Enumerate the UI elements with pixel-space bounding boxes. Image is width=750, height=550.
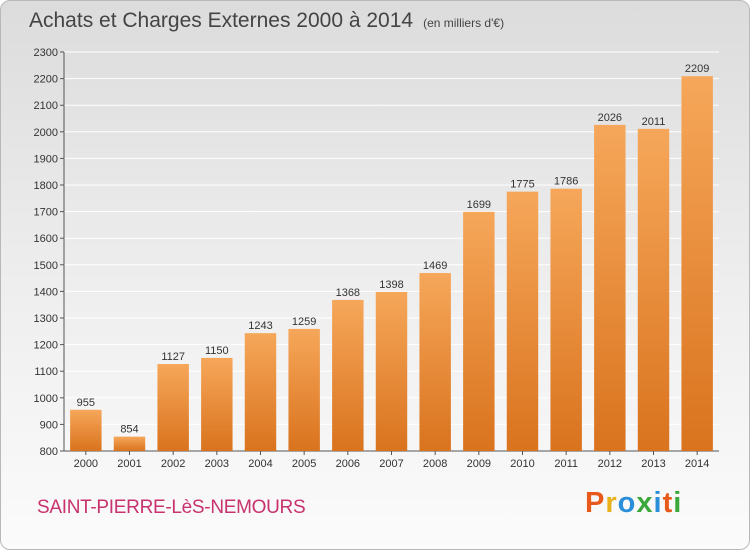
y-tick-label: 1600 bbox=[34, 233, 58, 245]
x-tick-label: 2008 bbox=[423, 458, 447, 470]
bar-value-label: 1259 bbox=[292, 316, 316, 328]
x-tick-label: 2009 bbox=[467, 458, 491, 470]
bar bbox=[332, 299, 364, 451]
x-tick-label: 2011 bbox=[554, 458, 578, 470]
bar bbox=[506, 191, 539, 451]
y-tick-label: 1900 bbox=[34, 153, 58, 165]
x-tick-label: 2004 bbox=[248, 458, 272, 470]
bar bbox=[550, 188, 582, 451]
bar bbox=[375, 291, 408, 451]
bar-value-label: 2209 bbox=[685, 63, 709, 75]
bar-value-label: 1368 bbox=[336, 287, 360, 299]
bar bbox=[70, 409, 102, 451]
bar bbox=[463, 211, 495, 451]
brand-letter: i bbox=[673, 487, 683, 519]
bar bbox=[594, 124, 626, 451]
x-tick-label: 2005 bbox=[292, 458, 316, 470]
y-tick-label: 800 bbox=[40, 446, 58, 458]
bar bbox=[288, 328, 320, 451]
y-tick-label: 1400 bbox=[34, 286, 58, 298]
brand-letter: x bbox=[636, 487, 654, 519]
x-tick-label: 2010 bbox=[510, 458, 534, 470]
bar-value-label: 1786 bbox=[554, 176, 578, 188]
y-tick-label: 1500 bbox=[34, 260, 58, 272]
x-tick-label: 2003 bbox=[205, 458, 229, 470]
proxiti-logo[interactable]: Proxiti bbox=[585, 487, 682, 520]
y-tick-label: 2300 bbox=[34, 47, 58, 59]
bar-value-label: 1150 bbox=[205, 345, 229, 357]
x-tick-label: 2013 bbox=[641, 458, 665, 470]
y-tick-label: 900 bbox=[40, 419, 58, 431]
bar-value-label: 1398 bbox=[379, 279, 403, 291]
bar-value-label: 1775 bbox=[510, 179, 534, 191]
bar bbox=[637, 128, 670, 451]
bar-value-label: 1127 bbox=[161, 351, 185, 363]
chart-title-text: Achats et Charges Externes 2000 à 2014 bbox=[29, 9, 414, 32]
brand-letter: o bbox=[617, 487, 637, 519]
x-tick-label: 2001 bbox=[117, 458, 141, 470]
y-tick-label: 1000 bbox=[34, 393, 58, 405]
brand-letter: t bbox=[662, 487, 674, 519]
chart-unit: (en milliers d'€) bbox=[423, 16, 505, 30]
x-tick-label: 2000 bbox=[74, 458, 98, 470]
y-tick-label: 1800 bbox=[34, 180, 58, 192]
y-tick-label: 2100 bbox=[34, 100, 58, 112]
y-tick-label: 1700 bbox=[34, 207, 58, 219]
y-tick-label: 1300 bbox=[34, 313, 58, 325]
x-tick-label: 2012 bbox=[598, 458, 622, 470]
bar-value-label: 1243 bbox=[248, 320, 272, 332]
x-tick-label: 2002 bbox=[161, 458, 185, 470]
bar-value-label: 854 bbox=[120, 424, 138, 436]
y-tick-label: 1200 bbox=[34, 340, 58, 352]
chart-title: Achats et Charges Externes 2000 à 2014 (e… bbox=[29, 9, 504, 33]
bar-value-label: 2011 bbox=[642, 116, 666, 128]
bar bbox=[681, 76, 713, 452]
y-tick-label: 1100 bbox=[34, 366, 58, 378]
bar-value-label: 955 bbox=[77, 397, 95, 409]
y-tick-label: 2000 bbox=[34, 127, 58, 139]
bar-value-label: 2026 bbox=[598, 112, 622, 124]
brand-letter: P bbox=[585, 487, 606, 519]
brand-letter: i bbox=[653, 487, 663, 519]
x-tick-label: 2014 bbox=[685, 458, 709, 470]
commune-name: SAINT-PIERRE-LèS-NEMOURS bbox=[37, 497, 306, 518]
y-tick-label: 2200 bbox=[34, 74, 58, 86]
bar bbox=[419, 273, 451, 451]
bar bbox=[157, 364, 189, 451]
x-tick-label: 2006 bbox=[336, 458, 360, 470]
bar bbox=[201, 357, 233, 451]
bar-value-label: 1699 bbox=[467, 199, 491, 211]
bar bbox=[244, 333, 277, 451]
bar-value-label: 1469 bbox=[423, 260, 447, 272]
brand-letter: r bbox=[605, 487, 618, 519]
bar bbox=[113, 436, 146, 451]
x-tick-label: 2007 bbox=[379, 458, 403, 470]
